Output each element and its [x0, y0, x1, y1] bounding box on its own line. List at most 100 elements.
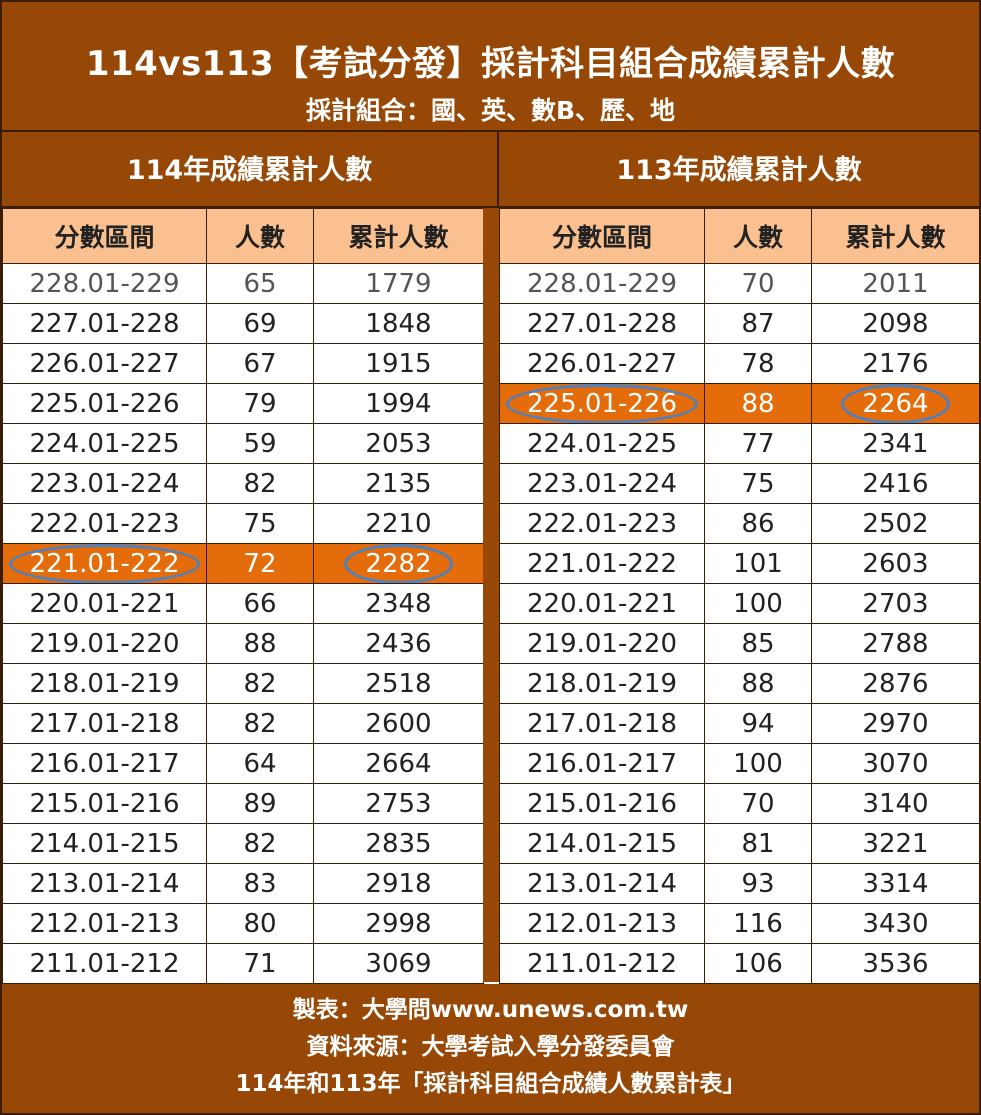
cumulative-cell: 3140 [811, 783, 980, 824]
table-row: 225.01-226 79 1994 [2, 383, 484, 424]
footer-reference: 114年和113年「採計科目組合成績人數累計表」 [235, 1071, 746, 1097]
count-cell: 100 [704, 583, 812, 624]
table-row: 219.01-220 85 2788 [499, 623, 980, 664]
score-range-cell: 225.01-226 [2, 383, 207, 424]
cumulative-cell: 2970 [811, 703, 980, 744]
table-row: 228.01-229 65 1779 [2, 263, 484, 304]
cumulative-cell: 2011 [811, 263, 980, 304]
count-cell: 100 [704, 743, 812, 784]
table-row: 212.01-213 116 3430 [499, 903, 980, 944]
count-cell: 81 [704, 823, 812, 864]
count-cell: 93 [704, 863, 812, 904]
score-range-cell: 218.01-219 [499, 663, 705, 704]
score-range-cell: 224.01-225 [499, 423, 705, 464]
count-cell: 88 [206, 623, 314, 664]
cumulative-cell: 2664 [313, 743, 484, 784]
header: 114vs113【考試分發】採計科目組合成績累計人數 採計組合：國、英、數B、歷… [2, 2, 979, 130]
count-cell: 79 [206, 383, 314, 424]
score-range-cell: 214.01-215 [499, 823, 705, 864]
circle-annotation: 2282 [344, 544, 453, 583]
highlighted-row: 221.01-222 72 2282 [2, 543, 484, 584]
cumulative-cell: 2436 [313, 623, 484, 664]
table-row: 228.01-229 70 2011 [499, 263, 980, 304]
circle-annotation: 2264 [841, 384, 950, 423]
cumulative-cell: 2053 [313, 423, 484, 464]
table-body-114: 228.01-229 65 1779 227.01-228 69 1848 226.01-2… [2, 263, 484, 984]
count-cell: 65 [206, 263, 314, 304]
count-cell: 70 [704, 783, 812, 824]
cumulative-cell: 2788 [811, 623, 980, 664]
cumulative-cell: 2998 [313, 903, 484, 944]
count-cell: 116 [704, 903, 812, 944]
cumulative-cell: 2210 [313, 503, 484, 544]
count-cell: 106 [704, 943, 812, 984]
cumulative-cell: 2416 [811, 463, 980, 504]
count-cell: 82 [206, 663, 314, 704]
score-range-cell: 225.01-226 [499, 383, 705, 424]
page-title: 114vs113【考試分發】採計科目組合成績累計人數 [85, 44, 896, 84]
table-row: 218.01-219 88 2876 [499, 663, 980, 704]
table-row: 213.01-214 83 2918 [2, 863, 484, 904]
count-cell: 82 [206, 823, 314, 864]
cumulative-cell: 2703 [811, 583, 980, 624]
score-range-cell: 213.01-214 [499, 863, 705, 904]
cumulative-cell: 2600 [313, 703, 484, 744]
table-row: 219.01-220 88 2436 [2, 623, 484, 664]
count-cell: 69 [206, 303, 314, 344]
score-range-cell: 219.01-220 [499, 623, 705, 664]
cumulative-cell: 2348 [313, 583, 484, 624]
table-row: 224.01-225 59 2053 [2, 423, 484, 464]
score-range-cell: 221.01-222 [499, 543, 705, 584]
table-row: 217.01-218 94 2970 [499, 703, 980, 744]
score-range-cell: 226.01-227 [499, 343, 705, 384]
count-cell: 64 [206, 743, 314, 784]
count-cell: 87 [704, 303, 812, 344]
circle-annotation: 225.01-226 [506, 384, 698, 423]
score-range-cell: 216.01-217 [2, 743, 207, 784]
count-cell: 72 [206, 543, 314, 584]
table-row: 214.01-215 82 2835 [2, 823, 484, 864]
cumulative-cell: 3430 [811, 903, 980, 944]
score-range-cell: 226.01-227 [2, 343, 207, 384]
score-table-113: 分數區間 人數 累計人數 228.01-229 70 2011 227.01-228 8… [499, 208, 980, 984]
score-range-cell: 222.01-223 [499, 503, 705, 544]
count-cell: 86 [704, 503, 812, 544]
score-range-cell: 215.01-216 [2, 783, 207, 824]
table-row: 217.01-218 82 2600 [2, 703, 484, 744]
cumulative-cell: 1994 [313, 383, 484, 424]
score-range-cell: 212.01-213 [2, 903, 207, 944]
cumulative-cell: 2835 [313, 823, 484, 864]
score-range-cell: 227.01-228 [2, 303, 207, 344]
cumulative-cell: 3221 [811, 823, 980, 864]
year-heading-113: 113年成績累計人數 [499, 130, 979, 208]
table-row: 221.01-222 101 2603 [499, 543, 980, 584]
score-range-cell: 223.01-224 [2, 463, 207, 504]
score-range-cell: 220.01-221 [2, 583, 207, 624]
count-cell: 67 [206, 343, 314, 384]
count-cell: 88 [704, 663, 812, 704]
score-range-cell: 217.01-218 [2, 703, 207, 744]
table-row: 220.01-221 66 2348 [2, 583, 484, 624]
score-range-cell: 215.01-216 [499, 783, 705, 824]
table-row: 211.01-212 106 3536 [499, 943, 980, 984]
footer-source: 資料來源：大學考試入學分發委員會 [306, 1034, 675, 1060]
score-range-cell: 223.01-224 [499, 463, 705, 504]
highlighted-row: 225.01-226 88 2264 [499, 383, 980, 424]
score-range-cell: 222.01-223 [2, 503, 207, 544]
footer-credit: 製表：大學問www.unews.com.tw [292, 997, 689, 1023]
cumulative-cell: 2876 [811, 663, 980, 704]
column-header-cumulative: 累計人數 [313, 208, 484, 264]
score-range-cell: 227.01-228 [499, 303, 705, 344]
table-row: 218.01-219 82 2518 [2, 663, 484, 704]
count-cell: 70 [704, 263, 812, 304]
cumulative-cell: 2753 [313, 783, 484, 824]
circle-annotation: 221.01-222 [8, 544, 201, 583]
score-range-cell: 220.01-221 [499, 583, 705, 624]
cumulative-cell: 1848 [313, 303, 484, 344]
column-header-row: 分數區間 人數 累計人數 [499, 208, 980, 264]
score-range-cell: 228.01-229 [499, 263, 705, 304]
score-range-cell: 219.01-220 [2, 623, 207, 664]
table-row: 223.01-224 82 2135 [2, 463, 484, 504]
cumulative-cell: 2341 [811, 423, 980, 464]
cumulative-cell: 2282 [313, 543, 484, 584]
